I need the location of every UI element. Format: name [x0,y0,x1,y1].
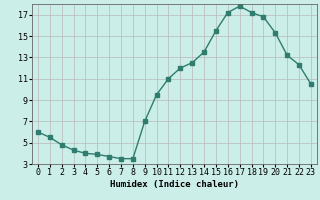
X-axis label: Humidex (Indice chaleur): Humidex (Indice chaleur) [110,180,239,189]
